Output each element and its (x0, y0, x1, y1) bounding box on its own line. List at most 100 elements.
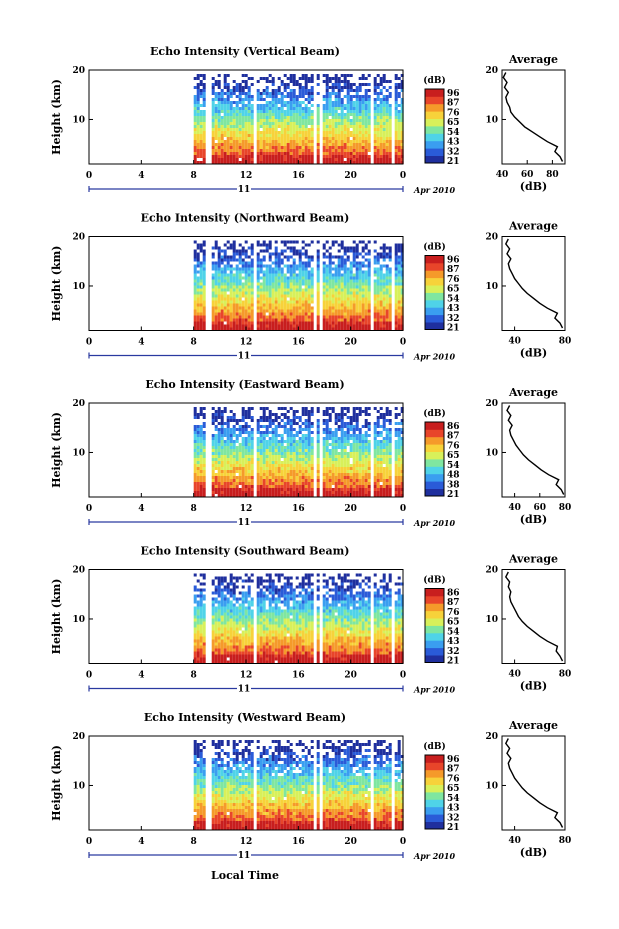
heatmap-cell (256, 300, 260, 304)
heatmap-cell (241, 125, 245, 128)
heatmap-cell (265, 446, 269, 449)
heatmap-cell (226, 425, 230, 428)
heatmap-cell (385, 288, 389, 292)
heatmap-cell (388, 315, 392, 319)
heatmap-cell (241, 446, 245, 449)
heatmap-cell (325, 488, 329, 491)
heatmap-cell (289, 143, 293, 146)
heatmap-cell (232, 494, 236, 497)
heatmap-cell (259, 476, 263, 479)
heatmap-cell (337, 92, 341, 95)
heatmap-cell (331, 101, 335, 104)
heatmap-cell (298, 458, 302, 461)
heatmap-cell (298, 249, 302, 253)
heatmap-cell (343, 443, 347, 446)
heatmap-cell (289, 104, 293, 107)
heatmap-cell (262, 467, 266, 470)
heatmap-cell (376, 416, 380, 419)
heatmap-cell (358, 327, 362, 331)
heatmap-cell (298, 431, 302, 434)
heatmap-cell (349, 473, 353, 476)
heatmap-cell (349, 264, 353, 268)
heatmap-cell (346, 92, 350, 95)
heatmap-cell (196, 416, 200, 419)
heatmap-cell (376, 485, 380, 488)
heatmap-cell (340, 312, 344, 316)
heatmap-cell (268, 303, 272, 307)
heatmap-cell (265, 113, 269, 116)
heatmap-cell (247, 413, 251, 416)
heatmap-cell (298, 83, 302, 86)
heatmap-cell (289, 425, 293, 428)
heatmap-cell (220, 431, 224, 434)
heatmap-cell (202, 473, 206, 476)
heatmap-cell (349, 152, 353, 155)
heatmap-cell (343, 303, 347, 307)
colorbar-segment (425, 140, 444, 149)
heatmap-cell (295, 309, 299, 313)
heatmap-cell (301, 428, 305, 431)
heatmap-cell (244, 455, 248, 458)
heatmap-cell (397, 309, 401, 313)
heatmap-cell (376, 321, 380, 325)
heatmap-cell (223, 276, 227, 280)
heatmap-cell (262, 327, 266, 331)
heatmap-cell (304, 300, 308, 304)
heatmap-cell (259, 77, 263, 80)
heatmap-cell (247, 443, 251, 446)
heatmap-cell (376, 449, 380, 452)
heatmap-cell (364, 152, 368, 155)
heatmap-cell (376, 74, 380, 77)
heatmap-cell (280, 482, 284, 485)
heatmap-cell (256, 467, 260, 470)
heatmap-cell (262, 306, 266, 310)
heatmap-cell (346, 122, 350, 125)
heatmap-cell (376, 119, 380, 122)
heatmap-cell (388, 455, 392, 458)
heatmap-cell (379, 440, 383, 443)
heatmap-cell (289, 107, 293, 110)
heatmap-cell (364, 137, 368, 140)
heatmap-cell (382, 98, 386, 101)
heatmap-cell (331, 315, 335, 319)
colorbar-segment (425, 299, 444, 308)
heatmap-cell (325, 494, 329, 497)
heatmap-cell (280, 321, 284, 325)
heatmap-cell (244, 306, 248, 310)
colorbar-segment (425, 148, 444, 156)
heatmap-cell (298, 470, 302, 473)
heatmap-cell (367, 488, 371, 491)
heatmap-cell (373, 258, 377, 262)
heatmap-cell (397, 321, 401, 325)
heatmap-cell (301, 279, 305, 283)
heatmap-cell (277, 467, 281, 470)
heatmap-cell (394, 83, 398, 86)
heatmap-cell (367, 494, 371, 497)
heatmap-cell (304, 125, 308, 128)
heatmap-cell (229, 155, 233, 158)
heatmap-cell (385, 303, 389, 307)
heatmap-cell (328, 458, 332, 461)
heatmap-cell (322, 318, 326, 322)
heatmap-cell (361, 116, 365, 119)
heatmap-cell (196, 413, 200, 416)
heatmap-cell (298, 155, 302, 158)
heatmap-cell (199, 321, 203, 325)
heatmap-cell (373, 422, 377, 425)
heatmap-cell (286, 116, 290, 119)
heatmap-cell (310, 422, 314, 425)
heatmap-cell (202, 258, 206, 262)
heatmap-cell (343, 95, 347, 98)
heatmap-cell (343, 131, 347, 134)
heatmap-cell (229, 113, 233, 116)
heatmap-cell (340, 431, 344, 434)
heatmap-cell (334, 476, 338, 479)
heatmap-cell (220, 131, 224, 134)
heatmap-cell (235, 491, 239, 494)
heatmap-cell (292, 146, 296, 149)
heatmap-cell (277, 422, 281, 425)
heatmap-cell (238, 482, 242, 485)
heatmap-cell (259, 122, 263, 125)
heatmap-cell (196, 98, 200, 101)
heatmap-cell (385, 452, 389, 455)
